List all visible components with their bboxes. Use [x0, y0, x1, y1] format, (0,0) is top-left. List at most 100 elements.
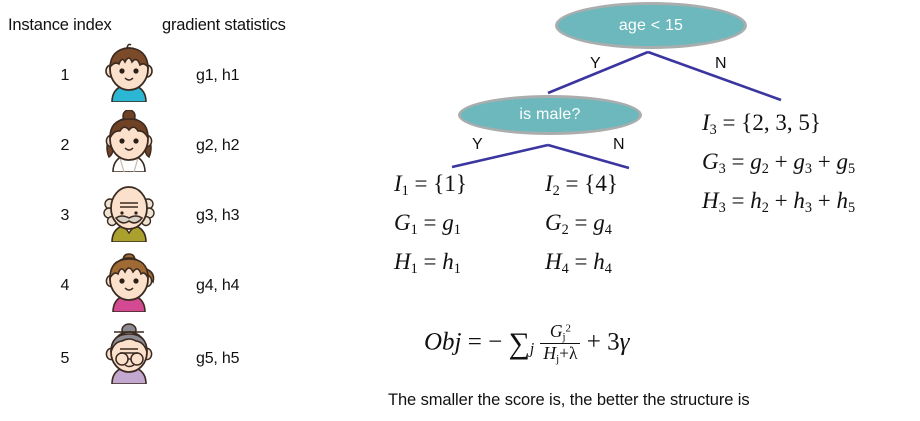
edge-label-is-male-no: N [613, 136, 625, 153]
objective-num-sub: j [562, 331, 566, 344]
leaf3-I-eq: = [722, 110, 742, 135]
leaf1-I: I1 = {1} [394, 168, 467, 207]
leaf2-G-sub: 2 [561, 221, 569, 238]
objective-fraction: Gj2 Hj+λ [540, 321, 581, 366]
leaf3-H-sym2: h [793, 187, 805, 213]
leaf3-I: I3 = {2, 3, 5} [702, 107, 855, 146]
leaf2-formulas: I2 = {4} G2 = g4 H4 = h4 [545, 168, 618, 285]
leaf3-I-lhs: I [702, 110, 710, 135]
leaf3-G-t2: 3 [804, 160, 812, 177]
leaf2-H-rhs: h [593, 248, 605, 274]
leaf2-I-sub: 2 [552, 182, 560, 199]
leaf1-H-rhs-sub: 1 [453, 260, 461, 277]
leaf2-G-rhs: g [593, 209, 605, 235]
leaf2-I-lhs: I [545, 171, 553, 196]
old-man-avatar [98, 180, 160, 242]
tree-node-root[interactable]: age < 15 [555, 2, 747, 49]
leaf3-G-op1: + [774, 148, 794, 174]
leaf3-G-eq: = [731, 148, 751, 174]
leaf1-G-rhs-sub: 1 [453, 221, 461, 238]
leaf3-G-op2: + [817, 148, 837, 174]
leaf3-H-t1: 2 [761, 199, 769, 216]
leaf3-G-sym3: g [836, 148, 848, 174]
leaf1-I-rhs: {1} [433, 171, 467, 196]
summation-icon: ∑ [508, 327, 530, 360]
objective-gamma-coef: 3 [607, 328, 620, 356]
edge-label-is-male-yes: Y [472, 136, 483, 153]
leaf1-H-sub: 1 [410, 260, 418, 277]
edge-label-root-no: N [715, 55, 727, 72]
leaf3-H-eq: = [731, 187, 751, 213]
leaf1-H-eq: = [423, 248, 443, 274]
leaf1-H: H1 = h1 [394, 246, 467, 285]
leaf3-H-op1: + [774, 187, 794, 213]
objective-sigma-sub: j [529, 340, 535, 358]
leaf2-I: I2 = {4} [545, 168, 618, 207]
leaf1-I-sub: 1 [401, 182, 409, 199]
leaf2-G-lhs: G [545, 209, 562, 235]
leaf3-H: H3 = h2 + h3 + h5 [702, 185, 855, 224]
objective-formula: Obj = − ∑j Gj2 Hj+λ + 3γ [424, 321, 630, 366]
leaf3-I-rhs: {2, 3, 5} [741, 110, 821, 135]
leaf1-G-lhs: G [394, 209, 411, 235]
leaf1-I-eq: = [414, 171, 434, 196]
objective-den-sub: j [556, 353, 560, 366]
objective-minus: − [488, 328, 503, 356]
leaf2-H-lhs: H [545, 248, 562, 274]
leaf3-G-lhs: G [702, 148, 719, 174]
objective-equals: = [467, 328, 482, 356]
objective-den-lambda: λ [568, 343, 578, 364]
objective-num-pow: 2 [565, 322, 571, 335]
leaf3-formulas: I3 = {2, 3, 5} G3 = g2 + g3 + g5 H3 = h2… [702, 107, 855, 224]
row-index-4: 4 [60, 277, 70, 294]
leaf3-G-sub: 3 [718, 160, 726, 177]
objective-den-sym: H [543, 343, 557, 364]
leaf3-G: G3 = g2 + g3 + g5 [702, 146, 855, 185]
row-index-1: 1 [60, 67, 70, 84]
leaf3-H-lhs: H [702, 187, 719, 213]
tree-node-is-male-label: is male? [519, 106, 581, 123]
leaf3-G-t1: 2 [761, 160, 769, 177]
objective-plus: + [586, 328, 601, 356]
row-index-3: 3 [60, 207, 70, 224]
leaf2-H-rhs-sub: 4 [604, 260, 612, 277]
leaf2-G-rhs-sub: 4 [604, 221, 612, 238]
row-index-5: 5 [60, 350, 70, 367]
objective-gamma: γ [619, 328, 630, 356]
instance-index-header: Instance index [8, 16, 112, 34]
objective-den-plus: + [559, 343, 569, 364]
leaf2-G: G2 = g4 [545, 207, 618, 246]
leaf2-H: H4 = h4 [545, 246, 618, 285]
tree-node-is-male[interactable]: is male? [458, 95, 642, 135]
objective-obj: Obj [424, 328, 462, 356]
leaf3-G-sym1: g [750, 148, 762, 174]
leaf3-G-t3: 5 [847, 160, 856, 177]
gradient-statistics-header: gradient statistics [162, 16, 286, 34]
edge-label-root-yes: Y [590, 55, 601, 72]
leaf3-H-op2: + [817, 187, 837, 213]
grandma-avatar [98, 322, 160, 384]
tree-node-root-label: age < 15 [618, 16, 684, 34]
row-index-2: 2 [60, 137, 70, 154]
leaf1-formulas: I1 = {1} G1 = g1 H1 = h1 [394, 168, 467, 285]
leaf2-G-eq: = [574, 209, 594, 235]
leaf1-G-rhs: g [442, 209, 454, 235]
girl-avatar [98, 110, 160, 172]
leaf3-H-sym3: h [836, 187, 848, 213]
objective-num-sym: G [549, 321, 563, 341]
leaf1-G-eq: = [423, 209, 443, 235]
leaf2-H-eq: = [574, 248, 594, 274]
objective-denominator: Hj+λ [540, 343, 580, 366]
leaf1-G-sub: 1 [410, 221, 418, 238]
row-stats-1: g1, h1 [196, 67, 240, 84]
leaf2-I-eq: = [565, 171, 585, 196]
leaf1-I-lhs: I [394, 171, 402, 196]
objective-numerator: Gj2 [540, 321, 581, 345]
caption-text: The smaller the score is, the better the… [388, 391, 750, 409]
leaf1-H-rhs: h [442, 248, 454, 274]
row-stats-3: g3, h3 [196, 207, 240, 224]
leaf1-G: G1 = g1 [394, 207, 467, 246]
leaf2-H-sub: 4 [561, 260, 569, 277]
leaf3-H-sub: 3 [718, 199, 726, 216]
leaf3-H-sym1: h [750, 187, 762, 213]
